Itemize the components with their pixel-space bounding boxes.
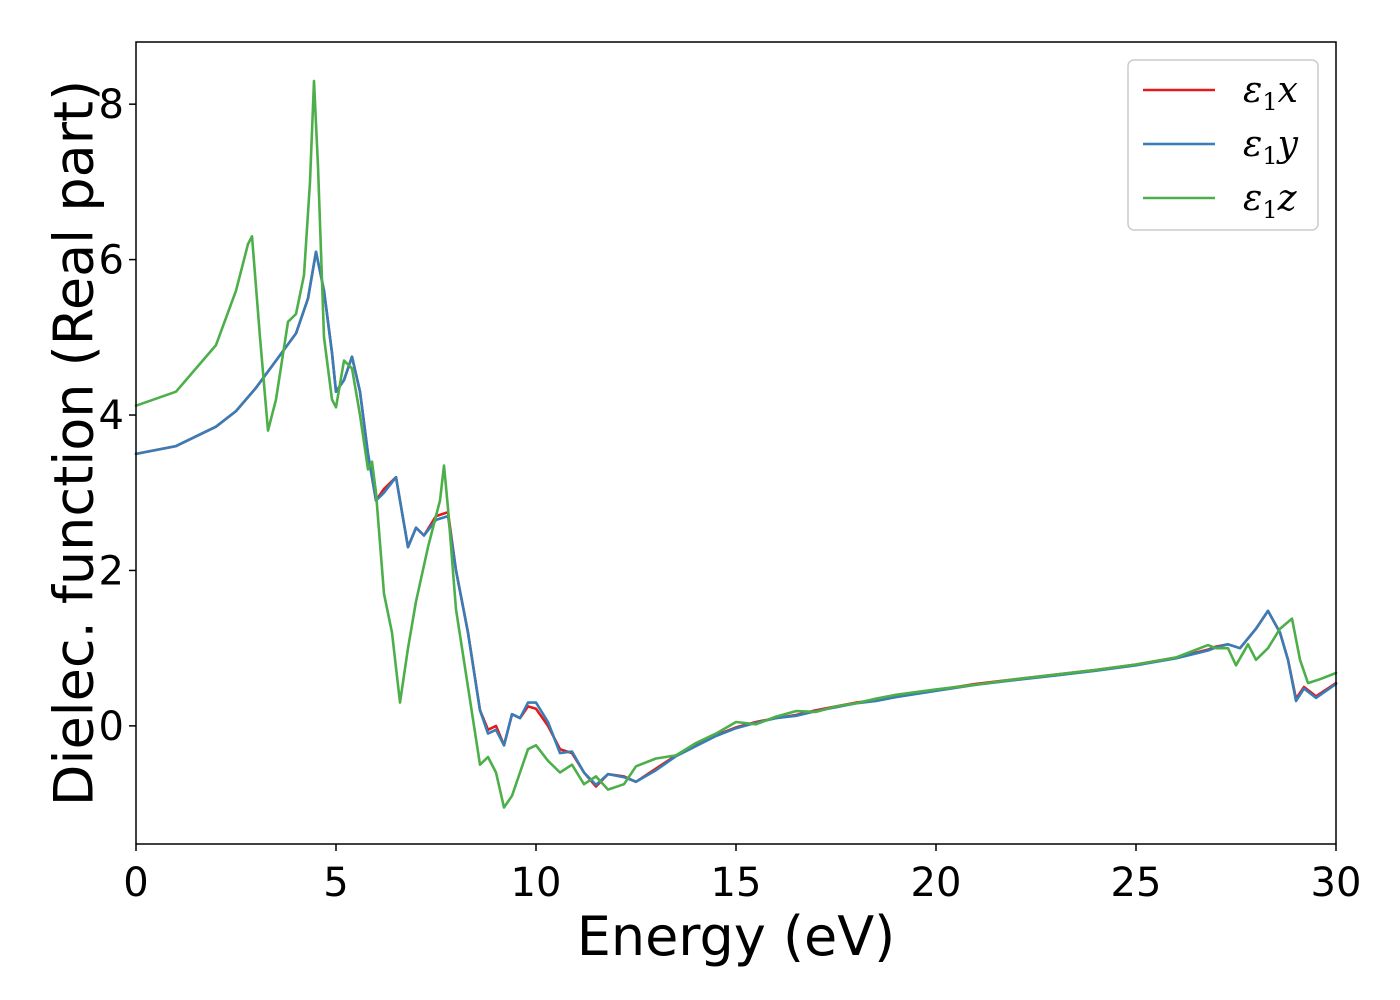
x-axis-title: Energy (eV): [577, 905, 896, 968]
x-tick-label: 20: [911, 860, 962, 906]
x-tick-label: 5: [323, 860, 348, 906]
series-line-x: [134, 250, 1338, 788]
series-line-z: [134, 79, 1338, 809]
x-tick-label: 30: [1311, 860, 1362, 906]
axis-ticks: 0 5 10 15 20 25 30 0 2 4 6 8: [99, 82, 1362, 906]
series-lines: [134, 79, 1338, 809]
legend-box: [1127, 59, 1319, 231]
y-tick-label: 0: [99, 704, 124, 750]
y-tick-label: 6: [99, 238, 124, 284]
x-tick-label: 15: [711, 860, 762, 906]
x-tick-label: 25: [1111, 860, 1162, 906]
y-tick-label: 2: [99, 548, 124, 594]
y-axis-title: Dielec. function (Real part): [43, 80, 106, 806]
x-tick-label: 0: [123, 860, 148, 906]
legend-label-z: ε1z: [1243, 178, 1298, 224]
y-tick-label: 4: [99, 393, 124, 439]
legend-label-y: ε1y: [1243, 124, 1299, 170]
y-tick-label: 8: [99, 82, 124, 128]
x-tick-label: 10: [511, 860, 562, 906]
legend: ε1x ε1y ε1z: [1127, 59, 1319, 231]
legend-label-x: ε1x: [1243, 70, 1298, 116]
series-line-y: [134, 250, 1338, 787]
